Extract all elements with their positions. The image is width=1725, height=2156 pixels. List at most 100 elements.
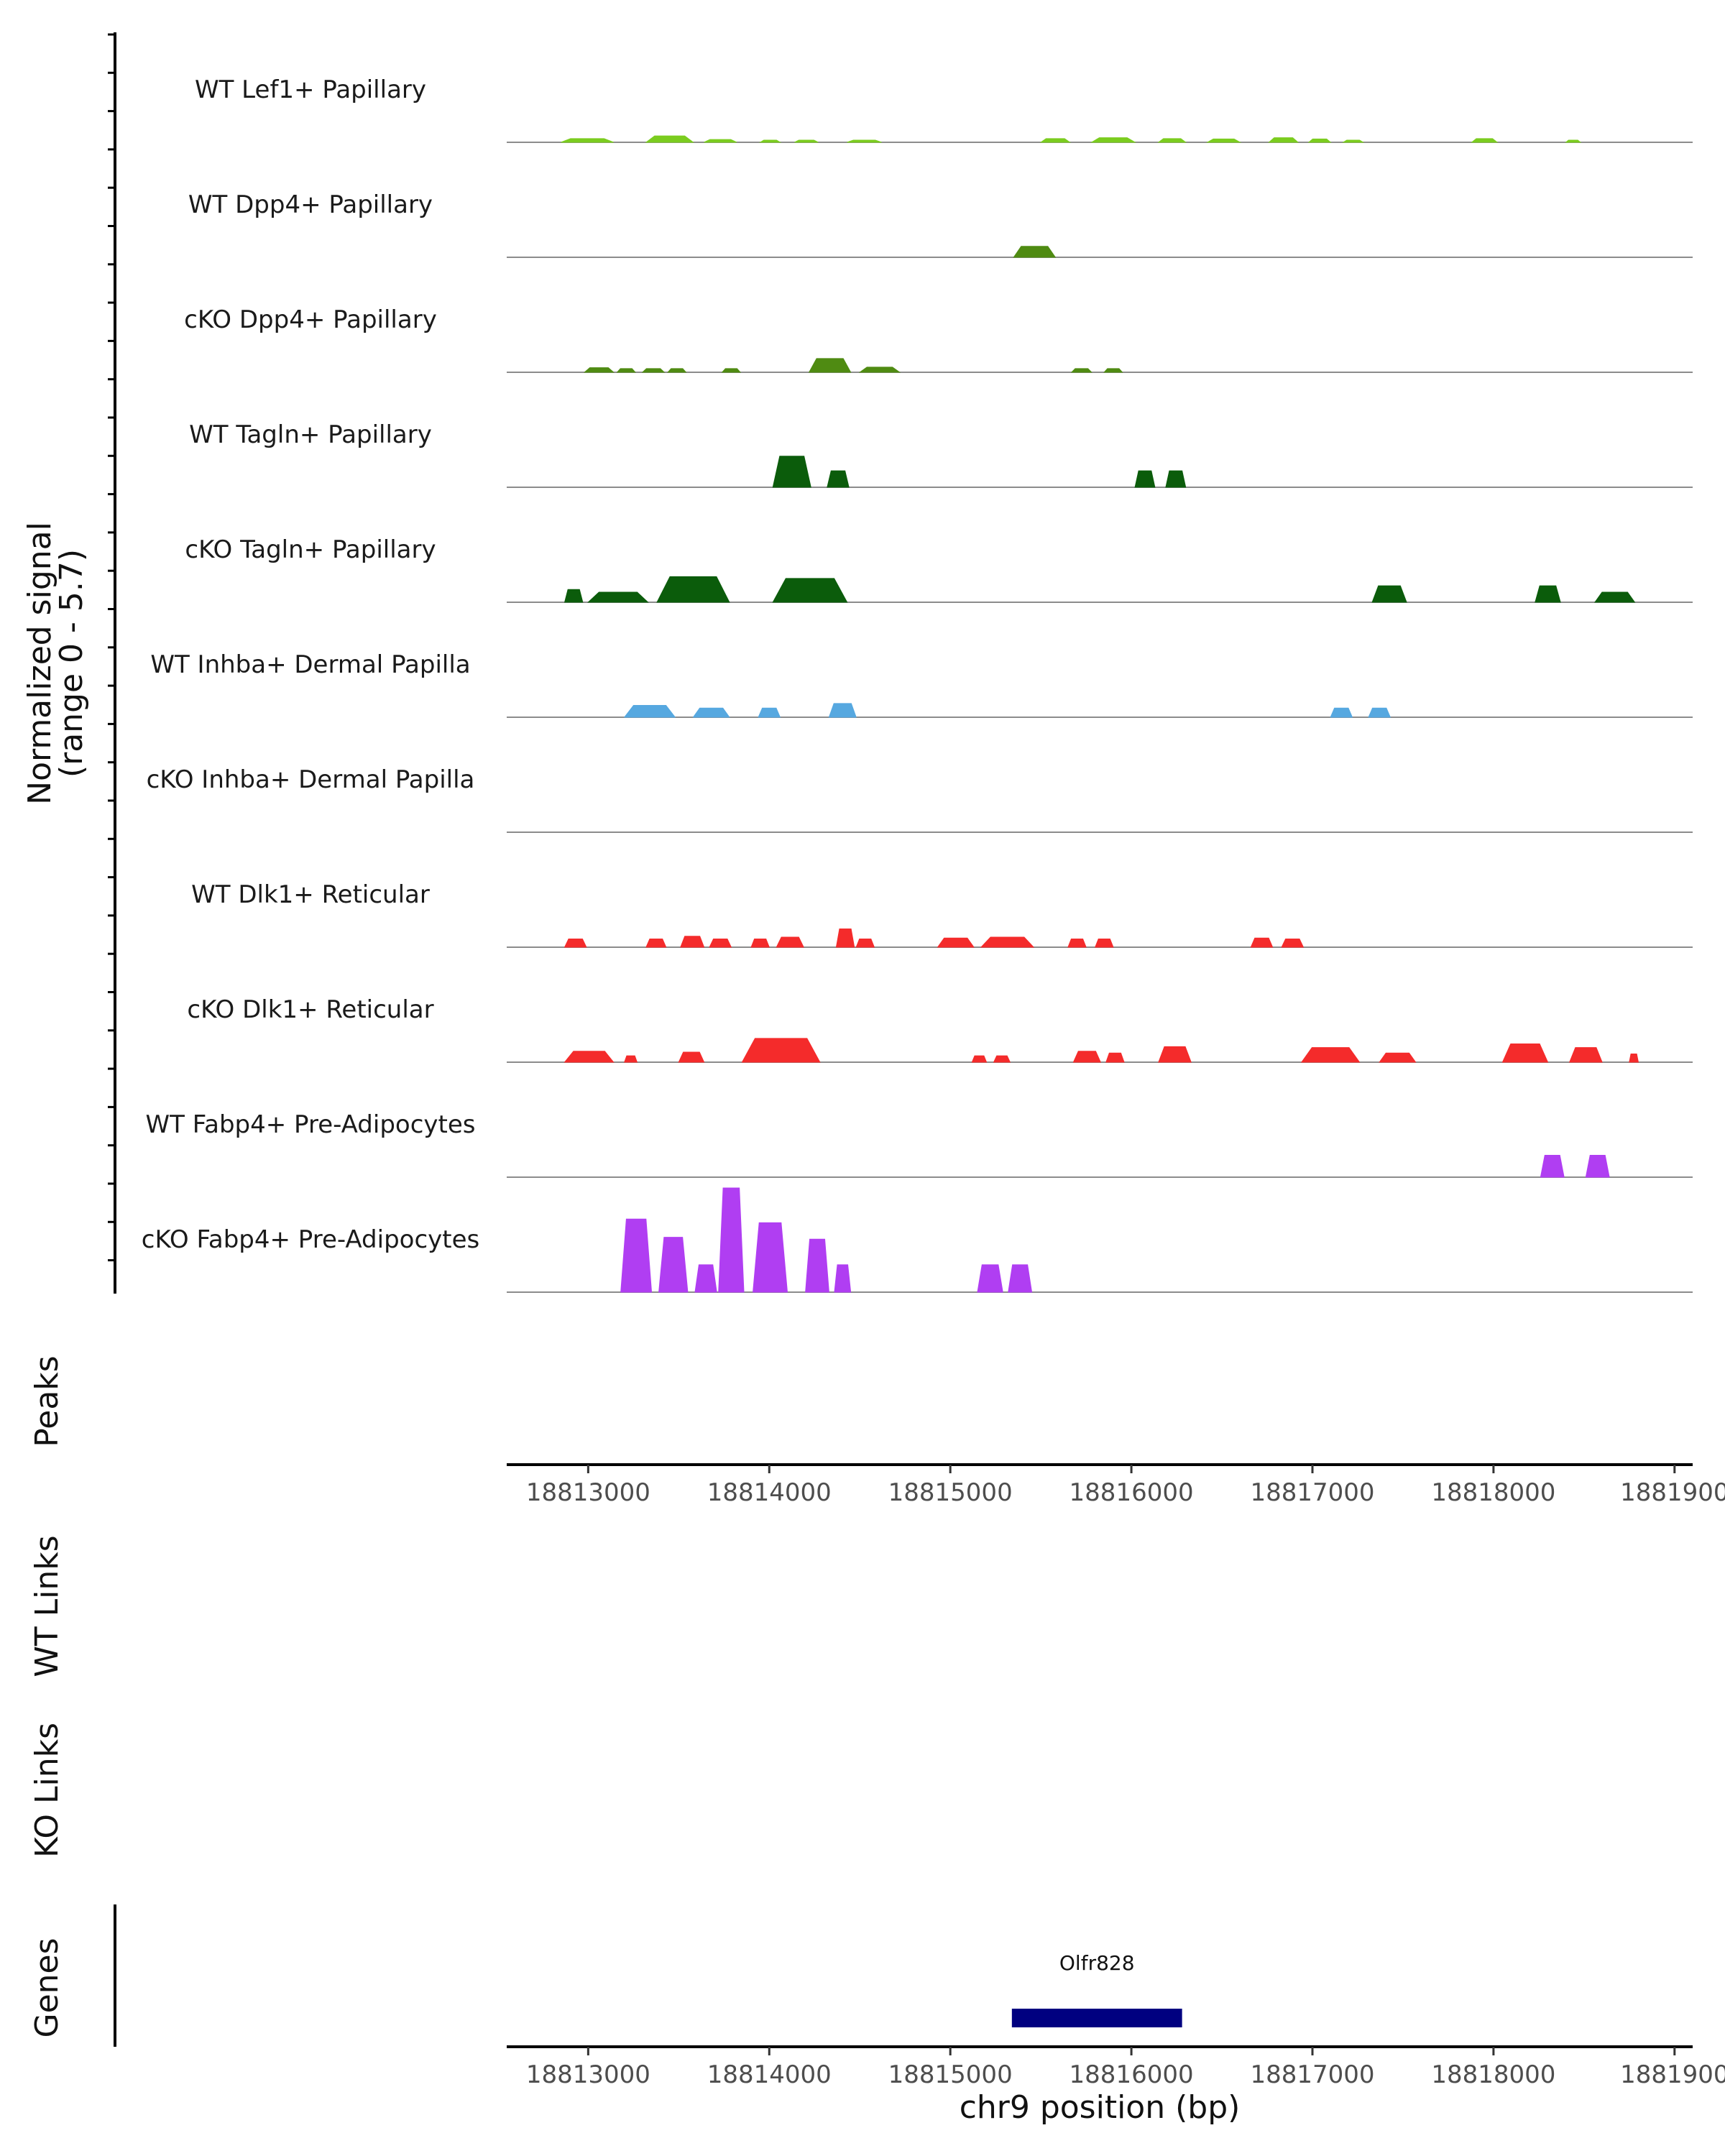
x-bottom-tick-label: 1881900 [1620, 2060, 1725, 2089]
signal-peak [1342, 139, 1365, 143]
track-label: cKO Inhba+ Dermal Papilla [147, 765, 475, 794]
track-label: WT Fabp4+ Pre-Adipocytes [146, 1110, 476, 1139]
track: WT Dlk1+ Reticular [191, 880, 1693, 948]
peaks-label: Peaks [29, 1355, 65, 1447]
x-bottom-tick-label: 18813000 [526, 2060, 650, 2089]
signal-peak [828, 703, 857, 718]
signal-peak [564, 939, 587, 948]
signal-peak [772, 578, 848, 603]
signal-peak [1094, 939, 1114, 948]
signal-peak [758, 707, 781, 718]
x-top-tick-label: 18813000 [526, 1478, 650, 1507]
gene-olfr828-label: Olfr828 [1059, 1951, 1135, 1975]
gene-olfr828-bar [1011, 2009, 1182, 2027]
signal-peak [667, 368, 687, 373]
signal-peak [1070, 368, 1092, 373]
signal-peak [977, 1264, 1003, 1293]
x-axis-bottom: 18813000 18814000 18815000 18816000 18817000… [507, 2045, 1725, 2089]
signal-peak [561, 138, 614, 143]
signal-peak [993, 1055, 1011, 1063]
x-bottom-tick-label: 18818000 [1431, 2060, 1555, 2089]
signal-peak [1307, 138, 1332, 143]
signal-peak [1250, 937, 1274, 948]
signal-peak [1013, 246, 1057, 258]
signal-peak [692, 707, 730, 718]
signal-peak [658, 1237, 689, 1293]
track: WT Tagln+ Papillary [189, 420, 1693, 488]
signal-peak [1105, 1052, 1125, 1063]
gene-track: Olfr828 [1011, 1951, 1182, 2027]
signal-peak [645, 939, 667, 948]
track-label: cKO Tagln+ Papillary [185, 535, 436, 564]
signal-peak [1008, 1264, 1033, 1293]
x-top-tick-label: 18816000 [1070, 1478, 1194, 1507]
x-top-tick-label: 18815000 [888, 1478, 1013, 1507]
track: cKO Tagln+ Papillary [185, 535, 1693, 603]
x-axis-title: chr9 position (bp) [960, 2089, 1241, 2126]
track-label: WT Tagln+ Papillary [189, 420, 432, 449]
signal-peak [678, 1051, 705, 1063]
wt-links-label: WT Links [29, 1535, 65, 1677]
signal-peak [776, 936, 804, 948]
track: WT Fabp4+ Pre-Adipocytes [146, 1110, 1693, 1178]
signal-peak [1158, 1046, 1192, 1063]
signal-peak [971, 1055, 988, 1063]
signal-peak [750, 939, 770, 948]
track-label: WT Dpp4+ Papillary [188, 190, 433, 219]
track-panel: WT Lef1+ Papillary WT Dpp4+ Papillary cKO … [142, 75, 1693, 1293]
track-label: cKO Fabp4+ Pre-Adipocytes [142, 1225, 480, 1254]
signal-peak [855, 939, 875, 948]
signal-peak [1072, 1051, 1102, 1063]
x-bottom-tick-label: 18816000 [1070, 2060, 1194, 2089]
signal-peak [1368, 707, 1392, 718]
signal-peak [858, 367, 901, 373]
y-axis-title-line1: Normalized signal [22, 522, 58, 805]
track-label: cKO Dlk1+ Reticular [187, 995, 433, 1024]
track: cKO Inhba+ Dermal Papilla [147, 765, 1693, 833]
signal-peak [1568, 1047, 1603, 1063]
y-axis-title-line2: (range 0 - 5.7) [53, 549, 90, 778]
signal-peak [1379, 1052, 1417, 1063]
x-top-tick-label: 18814000 [707, 1478, 832, 1507]
signal-peak [1371, 585, 1407, 603]
signal-peak [741, 1038, 821, 1063]
signal-peak [980, 936, 1035, 948]
genes-label: Genes [29, 1938, 65, 2037]
x-top-tick-label: 18818000 [1431, 1478, 1555, 1507]
signal-peak [1501, 1044, 1549, 1063]
signal-peak [1535, 585, 1561, 603]
signal-peak [564, 589, 584, 603]
signal-peak [616, 368, 636, 373]
signal-peak [620, 1218, 653, 1293]
signal-peak [641, 368, 666, 373]
track: WT Dpp4+ Papillary [188, 190, 1693, 258]
track: cKO Dpp4+ Papillary [184, 305, 1693, 373]
track-label: WT Lef1+ Papillary [195, 75, 426, 104]
signal-peak [1090, 137, 1136, 143]
ko-links-label: KO Links [29, 1723, 65, 1858]
signal-peak [1165, 470, 1187, 488]
signal-peak [721, 368, 742, 373]
signal-peak [623, 704, 676, 718]
track-label: cKO Dpp4+ Papillary [184, 305, 437, 334]
signal-peak [1540, 1154, 1565, 1178]
signal-peak [680, 936, 705, 948]
signal-peak [704, 139, 737, 143]
signal-peak [758, 139, 782, 143]
signal-peak [937, 937, 975, 948]
x-bottom-tick-label: 18814000 [707, 2060, 832, 2089]
signal-peak [1300, 1047, 1361, 1063]
signal-peak [772, 456, 811, 488]
signal-peak [1330, 707, 1353, 718]
signal-peak [1067, 939, 1087, 948]
y-axis-title: Normalized signal (range 0 - 5.7) [22, 522, 90, 805]
signal-peak [1565, 139, 1582, 143]
signal-peak [827, 470, 850, 488]
signal-peak [1593, 591, 1636, 603]
signal-peak [834, 1264, 852, 1293]
signal-peak [1281, 939, 1305, 948]
signal-peak [753, 1222, 788, 1293]
signal-peak [805, 1238, 829, 1293]
track: WT Inhba+ Dermal Papilla [150, 650, 1693, 718]
